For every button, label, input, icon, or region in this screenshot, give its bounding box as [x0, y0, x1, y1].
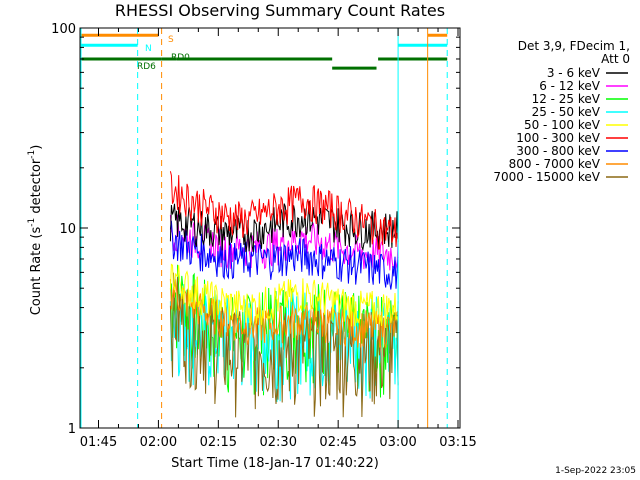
y-tick-label: 10	[59, 222, 76, 237]
legend-label: 6 - 12 keV	[539, 79, 601, 93]
legend-label: 300 - 800 keV	[516, 144, 600, 158]
flag-label: RD0	[171, 53, 190, 63]
series-line-7	[169, 278, 399, 348]
y-tick-label: 100	[51, 22, 76, 37]
y-tick-label: 1	[68, 422, 76, 437]
flag-label: S	[168, 35, 174, 45]
count-rate-series	[169, 171, 399, 418]
series-line-4	[169, 263, 399, 329]
series-line-6	[169, 220, 399, 290]
legend-label: 800 - 7000 keV	[509, 157, 601, 171]
observing-flags: S N RD6 RD0	[80, 33, 448, 72]
legend-header-line2: Att 0	[601, 52, 630, 66]
x-tick-label: 02:00	[140, 435, 177, 450]
x-tick-label: 03:15	[439, 435, 476, 450]
legend-label: 50 - 100 keV	[524, 118, 601, 132]
flag-label: RD6	[137, 62, 156, 72]
y-axis-ticks: 1 10 100	[51, 22, 460, 437]
x-tick-label: 01:45	[80, 435, 117, 450]
x-tick-label: 02:45	[319, 435, 356, 450]
legend-label: 12 - 25 keV	[532, 92, 601, 106]
legend-header-line1: Det 3,9, FDecim 1,	[518, 39, 630, 53]
legend-label: 100 - 300 keV	[516, 131, 600, 145]
y-axis-label: Count Rate (s-1 detector-1)	[27, 145, 44, 316]
legend-label: 25 - 50 keV	[532, 105, 601, 119]
chart-title: RHESSI Observing Summary Count Rates	[115, 1, 445, 20]
flag-label: N	[145, 44, 152, 54]
legend-label: 3 - 6 keV	[547, 66, 601, 80]
legend-label: 7000 - 15000 keV	[493, 170, 600, 184]
x-tick-label: 02:30	[260, 435, 297, 450]
x-tick-label: 02:15	[200, 435, 237, 450]
render-timestamp: 1-Sep-2022 23:05	[555, 466, 636, 476]
x-tick-label: 03:00	[379, 435, 416, 450]
series-line-5	[169, 171, 399, 250]
x-axis-ticks: 01:45 02:00 02:15 02:30 02:45 03:00 03:15	[80, 28, 477, 450]
x-axis-label: Start Time (18-Jan-17 01:40:22)	[171, 456, 379, 471]
